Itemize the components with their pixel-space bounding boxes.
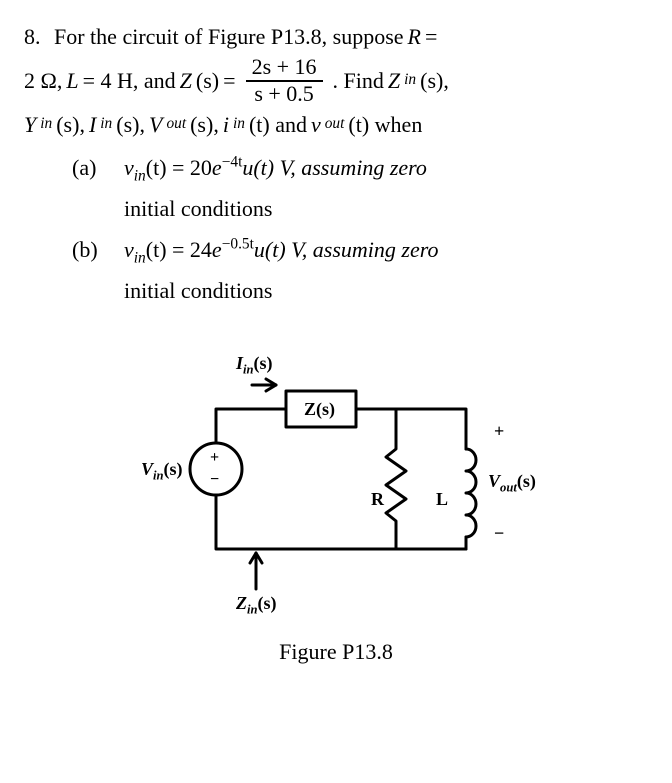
vout-minus: − — [494, 523, 504, 544]
after-frac: . Find — [333, 62, 384, 99]
part-b-body: vin(t) = 24e−0.5tu(t) V, assuming zero i… — [124, 231, 648, 309]
figure-wrap: Iin(s) Z(s) Vin(s) + − R L + − Vout(s) Z… — [24, 349, 648, 665]
pb-exp: −0.5t — [222, 236, 254, 253]
label-Iin: Iin(s) — [236, 353, 273, 378]
label-Zbox: Z(s) — [304, 399, 335, 420]
iin-sym: i — [223, 106, 229, 143]
part-a-label: (a) — [72, 149, 108, 227]
Zin-find-sub: in — [404, 67, 416, 93]
problem-number: 8. — [24, 18, 41, 55]
pa-vin-sub: in — [134, 168, 146, 185]
part-a: (a) vin(t) = 20e−4tu(t) V, assuming zero… — [72, 149, 648, 227]
Vout-letter: V — [488, 471, 500, 491]
Iin-arg: (s), — [116, 106, 145, 143]
label-Zin: Zin(s) — [236, 593, 277, 618]
vout-sub: out — [325, 111, 345, 137]
Iin-letter: I — [236, 353, 243, 373]
Vin-arg: (s) — [164, 459, 183, 479]
pb-vin-sub: in — [134, 250, 146, 267]
part-a-body: vin(t) = 20e−4tu(t) V, assuming zero ini… — [124, 149, 648, 227]
pb-rhs: u(t) V, assuming zero — [254, 237, 439, 262]
intro-text: For the circuit of Figure P13.8, suppose — [54, 18, 404, 55]
Z-symbol: Z — [180, 62, 192, 99]
Zin-find-arg: (s), — [420, 62, 449, 99]
fraction-numerator: 2s + 16 — [246, 55, 323, 81]
circuit-figure: Iin(s) Z(s) Vin(s) + − R L + − Vout(s) Z… — [136, 349, 536, 629]
R-value: 2 Ω, — [24, 62, 62, 99]
pb-vin-arg: (t) = 24 — [146, 237, 212, 262]
Vout-sym: V — [149, 106, 162, 143]
iin-arg: (t) and — [249, 106, 307, 143]
iin-sub: in — [233, 111, 245, 137]
Z-arg: (s) — [196, 62, 219, 99]
circuit-svg — [136, 349, 536, 629]
problem-text: 8. For the circuit of Figure P13.8, supp… — [24, 18, 648, 309]
Vout-sub: out — [500, 481, 517, 495]
Iin-sym: I — [89, 106, 96, 143]
pa-rhs: u(t) V, assuming zero — [242, 155, 427, 180]
fraction: 2s + 16 s + 0.5 — [246, 55, 323, 105]
Zin-find: Z — [388, 62, 400, 99]
pb-vin: v — [124, 237, 134, 262]
Zin-sub: in — [247, 603, 258, 617]
part-b-label: (b) — [72, 231, 108, 309]
Zin-letter: Z — [236, 593, 247, 613]
Yin-sym: Y — [24, 106, 36, 143]
label-L: L — [436, 489, 448, 510]
Yin-arg: (s), — [56, 106, 85, 143]
pa-line2: initial conditions — [124, 196, 273, 221]
label-Vout: Vout(s) — [488, 471, 536, 496]
problem-line-2: 2 Ω, L = 4 H, and Z(s) = 2s + 16 s + 0.5… — [24, 55, 648, 105]
problem-line-3: Yin(s), Iin(s), Vout(s), iin(t) and vout… — [24, 106, 648, 143]
src-minus: − — [210, 471, 219, 489]
pa-e: e — [212, 155, 222, 180]
Iin-sub: in — [243, 363, 254, 377]
Z-eq: = — [223, 62, 235, 99]
vout-sym: v — [311, 106, 321, 143]
Iin-sub: in — [100, 111, 112, 137]
Yin-sub: in — [40, 111, 52, 137]
Iin-arg: (s) — [254, 353, 273, 373]
pa-vin: v — [124, 155, 134, 180]
label-R: R — [371, 489, 384, 510]
pa-exp: −4t — [222, 154, 243, 171]
R-symbol: R — [408, 18, 421, 55]
parts-list: (a) vin(t) = 20e−4tu(t) V, assuming zero… — [24, 149, 648, 309]
pb-line2: initial conditions — [124, 278, 273, 303]
problem-line-1: 8. For the circuit of Figure P13.8, supp… — [24, 18, 648, 55]
Vin-sub: in — [153, 469, 164, 483]
src-plus: + — [210, 449, 219, 467]
vout-arg: (t) when — [348, 106, 422, 143]
L-symbol: L — [66, 62, 78, 99]
Vin-letter: V — [141, 459, 153, 479]
vout-plus: + — [494, 421, 504, 442]
fraction-denominator: s + 0.5 — [248, 82, 319, 106]
label-Vin: Vin(s) — [141, 459, 183, 484]
figure-caption: Figure P13.8 — [279, 639, 393, 665]
pa-vin-arg: (t) = 20 — [146, 155, 212, 180]
R-eq: = — [425, 18, 437, 55]
Zin-arg: (s) — [258, 593, 277, 613]
Vout-sub: out — [166, 111, 186, 137]
L-value: = 4 H, and — [83, 62, 176, 99]
pb-e: e — [212, 237, 222, 262]
Vout-arg: (s), — [190, 106, 219, 143]
Vout-arg: (s) — [517, 471, 536, 491]
part-b: (b) vin(t) = 24e−0.5tu(t) V, assuming ze… — [72, 231, 648, 309]
